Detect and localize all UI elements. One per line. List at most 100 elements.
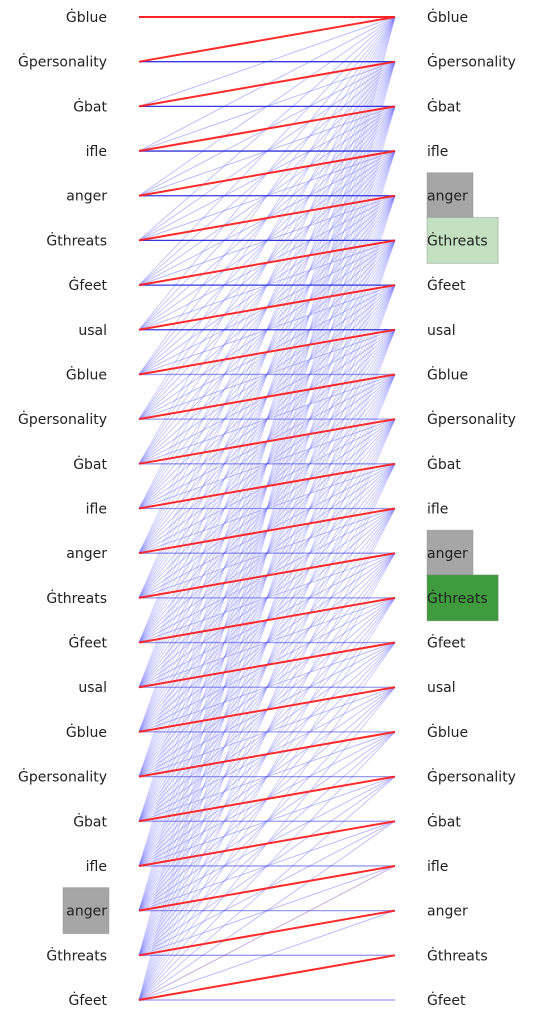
left-token-label: anger	[66, 904, 107, 920]
right-token-label: ifle	[427, 502, 448, 518]
left-token-label: Ġfeet	[69, 634, 108, 652]
shift-edge	[138, 730, 396, 778]
shift-edge	[138, 909, 396, 957]
attention-edge	[138, 508, 396, 867]
attention-edge	[138, 195, 396, 554]
attention-edge	[138, 642, 396, 822]
shift-edge	[138, 820, 396, 867]
attention-edge	[138, 552, 396, 733]
attention-edge	[138, 106, 396, 733]
attention-edge	[138, 374, 396, 911]
shift-edge	[138, 194, 396, 242]
right-token-label: ifle	[427, 859, 448, 875]
left-token-label: ifle	[86, 502, 107, 518]
left-token-label: Ġthreats	[46, 946, 107, 964]
attention-edge	[138, 16, 396, 733]
attention-edge	[138, 374, 396, 733]
attention-edge	[138, 150, 396, 777]
attention-edge	[138, 731, 396, 822]
attention-edge	[138, 195, 396, 911]
right-token-highlight	[426, 216, 499, 264]
attention-edge	[138, 597, 396, 778]
attention-edge	[138, 463, 396, 554]
attention-edge	[138, 61, 396, 956]
shift-edge	[138, 16, 396, 63]
attention-edge	[138, 16, 396, 1001]
edges-layer	[138, 16, 396, 1001]
attention-edge	[138, 508, 396, 599]
attention-edge	[138, 240, 396, 688]
attention-edge	[138, 284, 396, 1001]
attention-edge	[138, 374, 396, 822]
right-token-label: Ġbat	[427, 812, 461, 830]
left-token-column: Ġblue Ġpersonality Ġbat ifle anger Ġthreats Ġf…	[18, 8, 110, 1009]
shift-edge	[138, 105, 396, 153]
attention-edge	[138, 731, 396, 1001]
shift-edge	[138, 954, 396, 1001]
attention-edge	[138, 329, 396, 867]
left-token-label: Ġpersonality	[18, 410, 107, 428]
attention-edge	[138, 61, 396, 777]
attention-edge	[138, 329, 396, 688]
right-token-label: usal	[427, 680, 456, 696]
right-token-label: Ġblue	[427, 8, 468, 26]
attention-edge	[138, 418, 396, 867]
right-token-label: Ġblue	[427, 723, 468, 741]
attention-edge	[138, 329, 396, 777]
attention-edge	[138, 418, 396, 509]
shift-edge	[138, 596, 396, 644]
shift-edge	[138, 239, 396, 287]
attention-edge	[138, 418, 396, 956]
shift-edge	[138, 686, 396, 733]
right-token-label: Ġbat	[427, 97, 461, 115]
right-token-highlight	[426, 172, 474, 220]
left-token-label: ifle	[86, 859, 107, 875]
attention-edge	[138, 552, 396, 911]
attention-edge	[138, 329, 396, 956]
attention-edge	[138, 463, 396, 911]
attention-edge	[138, 463, 396, 733]
shift-edge	[138, 373, 396, 421]
attention-edge	[138, 284, 396, 643]
attention-edge	[138, 240, 396, 599]
attention-edge	[138, 463, 396, 822]
left-token-highlight	[62, 887, 110, 935]
attention-edge	[138, 731, 396, 912]
left-token-label: Ġbat	[73, 455, 107, 473]
shift-edge	[138, 864, 396, 912]
attention-edge	[138, 329, 396, 509]
right-token-label: Ġthreats	[427, 231, 488, 249]
attention-edge	[138, 552, 396, 822]
attention-edge	[138, 865, 396, 956]
left-token-label: usal	[78, 680, 107, 696]
attention-edge	[138, 686, 396, 867]
attention-edge	[138, 284, 396, 911]
left-token-label: anger	[66, 189, 107, 205]
attention-edge	[138, 463, 396, 643]
attention-edge	[138, 508, 396, 777]
attention-edge	[138, 329, 396, 420]
attention-edge	[138, 552, 396, 644]
shift-edge	[138, 328, 396, 376]
shift-edge	[138, 552, 396, 599]
left-token-label: Ġthreats	[46, 589, 107, 607]
right-token-label: anger	[427, 546, 468, 562]
attention-edge	[138, 374, 396, 1001]
attention-edge	[138, 329, 396, 599]
left-token-label: Ġblue	[66, 8, 107, 26]
attention-edge	[138, 150, 396, 867]
left-token-label: Ġpersonality	[18, 53, 107, 71]
attention-edge	[138, 284, 396, 822]
attention-edge	[138, 150, 396, 599]
attention-edge	[138, 418, 396, 688]
attention-edge	[138, 910, 396, 1001]
attention-edge	[138, 508, 396, 688]
right-token-label: Ġfeet	[427, 991, 466, 1009]
right-token-column: Ġblue Ġpersonality Ġbat ifle anger Ġthreats Ġf…	[426, 8, 516, 1009]
attention-edge	[138, 106, 396, 822]
right-token-highlight	[426, 574, 499, 622]
right-token-label: Ġpersonality	[427, 53, 516, 71]
left-token-label: Ġblue	[66, 723, 107, 741]
right-token-label: Ġfeet	[427, 634, 466, 652]
